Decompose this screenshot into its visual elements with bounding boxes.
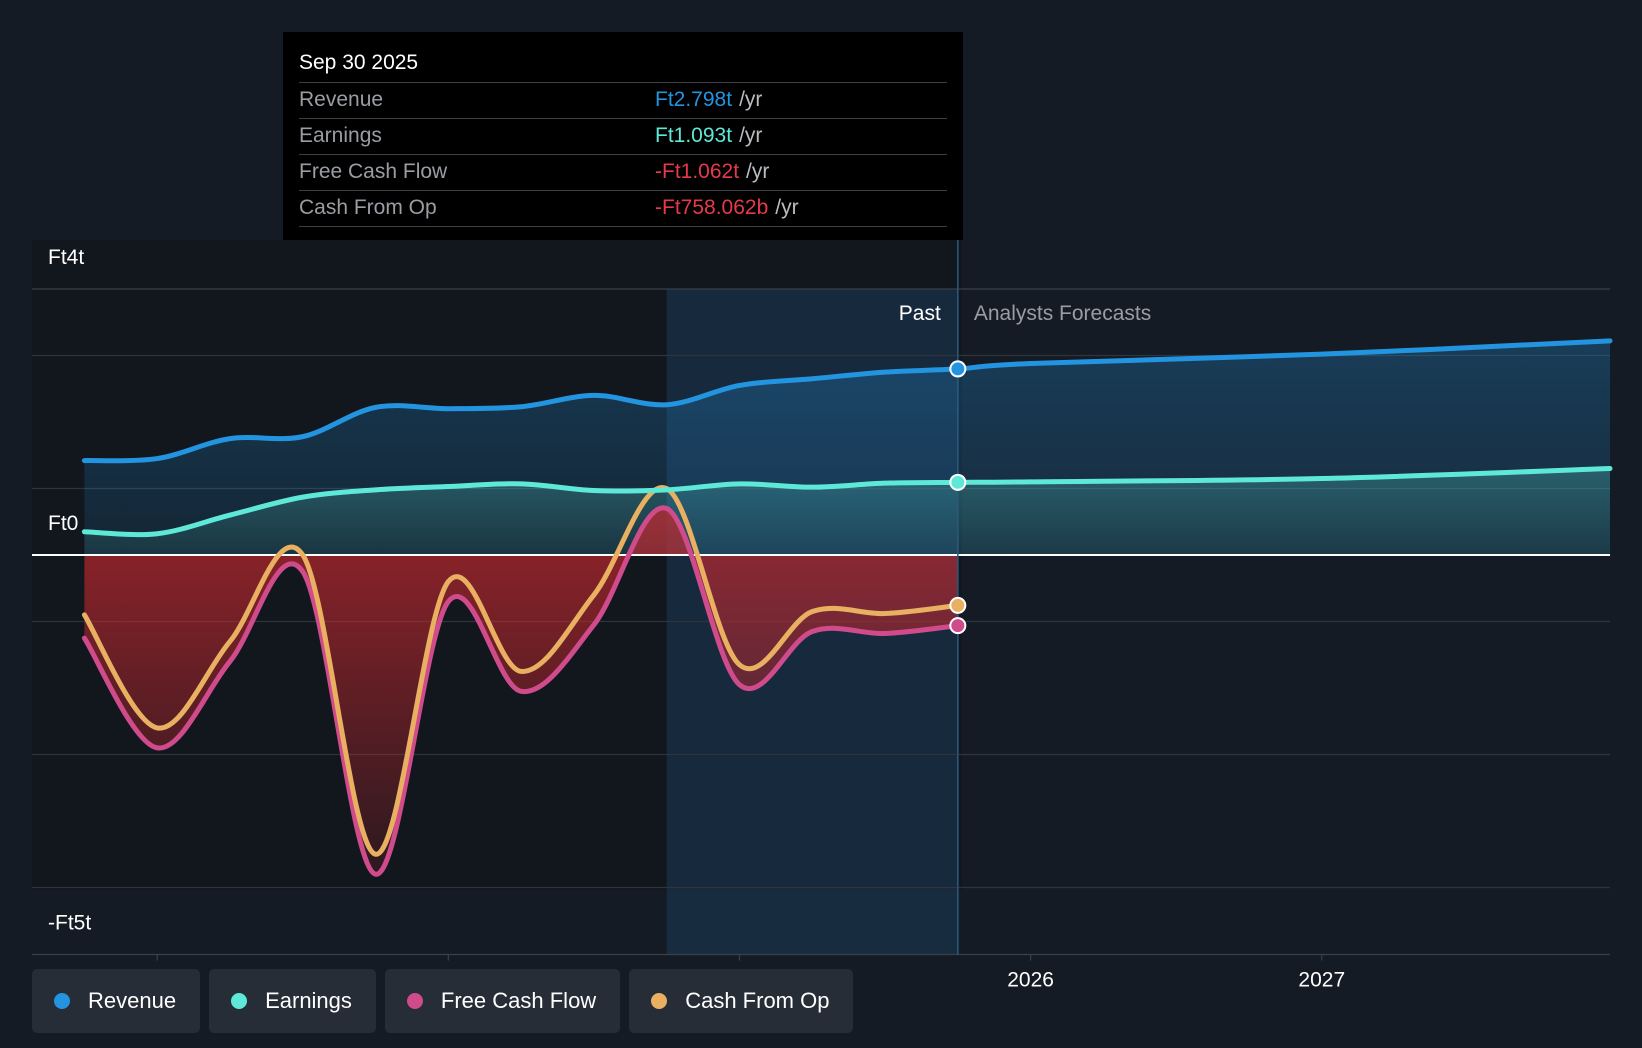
tooltip-row-cash-from-op: Cash From Op -Ft758.062b /yr bbox=[299, 190, 947, 227]
tooltip-label: Cash From Op bbox=[299, 196, 437, 219]
tooltip-value: Ft1.093t bbox=[655, 124, 733, 147]
tooltip: Sep 30 2025 Revenue Ft2.798t /yr Earning… bbox=[283, 32, 963, 240]
earnings-line bbox=[81, 466, 1613, 538]
revenue-line bbox=[81, 338, 1613, 464]
tooltip-label: Free Cash Flow bbox=[299, 160, 448, 183]
past-label: Past bbox=[899, 302, 941, 325]
tooltip-date: Sep 30 2025 bbox=[299, 51, 419, 74]
tooltip-value: -Ft758.062b bbox=[655, 196, 769, 219]
tooltip-unit: /yr bbox=[746, 160, 770, 183]
free-cash-flow-marker bbox=[949, 617, 967, 635]
legend-label: Earnings bbox=[265, 988, 352, 1013]
legend-item-revenue[interactable]: Revenue bbox=[32, 969, 201, 1033]
legend-dot-icon bbox=[406, 993, 423, 1009]
legend-label: Free Cash Flow bbox=[440, 988, 597, 1013]
tooltip-label: Revenue bbox=[299, 88, 384, 111]
tooltip-unit: /yr bbox=[739, 124, 763, 147]
tooltip-row-earnings: Earnings Ft1.093t /yr bbox=[299, 118, 947, 154]
tooltip-row-free-cash-flow: Free Cash Flow -Ft1.062t /yr bbox=[299, 154, 947, 190]
legend-dot-icon bbox=[231, 993, 248, 1009]
cash-from-op-line bbox=[81, 485, 961, 857]
earnings-area bbox=[84, 468, 1611, 555]
legend-dot-icon bbox=[651, 993, 668, 1009]
earnings-marker bbox=[949, 473, 967, 491]
legend-dot-icon bbox=[54, 993, 70, 1009]
free-cash-flow-line bbox=[81, 505, 961, 877]
y-tick-label: Ft4t bbox=[48, 246, 84, 269]
tooltip-label: Earnings bbox=[299, 124, 382, 147]
tooltip-value: -Ft1.062t bbox=[655, 160, 740, 183]
legend-item-free-cash-flow[interactable]: Free Cash Flow bbox=[384, 969, 621, 1033]
x-tick-label: 2026 bbox=[1007, 969, 1054, 992]
legend-label: Cash From Op bbox=[685, 988, 830, 1013]
revenue-marker bbox=[949, 360, 967, 378]
legend: Revenue Earnings Free Cash Flow Cash Fro… bbox=[32, 969, 854, 1033]
legend-item-cash-from-op[interactable]: Cash From Op bbox=[629, 969, 854, 1033]
legend-label: Revenue bbox=[88, 988, 177, 1013]
cash-from-op-marker bbox=[949, 596, 967, 614]
tooltip-unit: /yr bbox=[739, 88, 763, 111]
x-tick-label: 2027 bbox=[1298, 969, 1345, 992]
forecast-label: Analysts Forecasts bbox=[974, 302, 1151, 325]
y-tick-label: Ft0 bbox=[48, 512, 78, 535]
legend-item-earnings[interactable]: Earnings bbox=[209, 969, 376, 1033]
tooltip-unit: /yr bbox=[775, 196, 799, 219]
y-tick-label: -Ft5t bbox=[48, 912, 91, 935]
tooltip-value: Ft2.798t bbox=[655, 88, 733, 111]
tooltip-row-revenue: Revenue Ft2.798t /yr bbox=[299, 82, 947, 118]
